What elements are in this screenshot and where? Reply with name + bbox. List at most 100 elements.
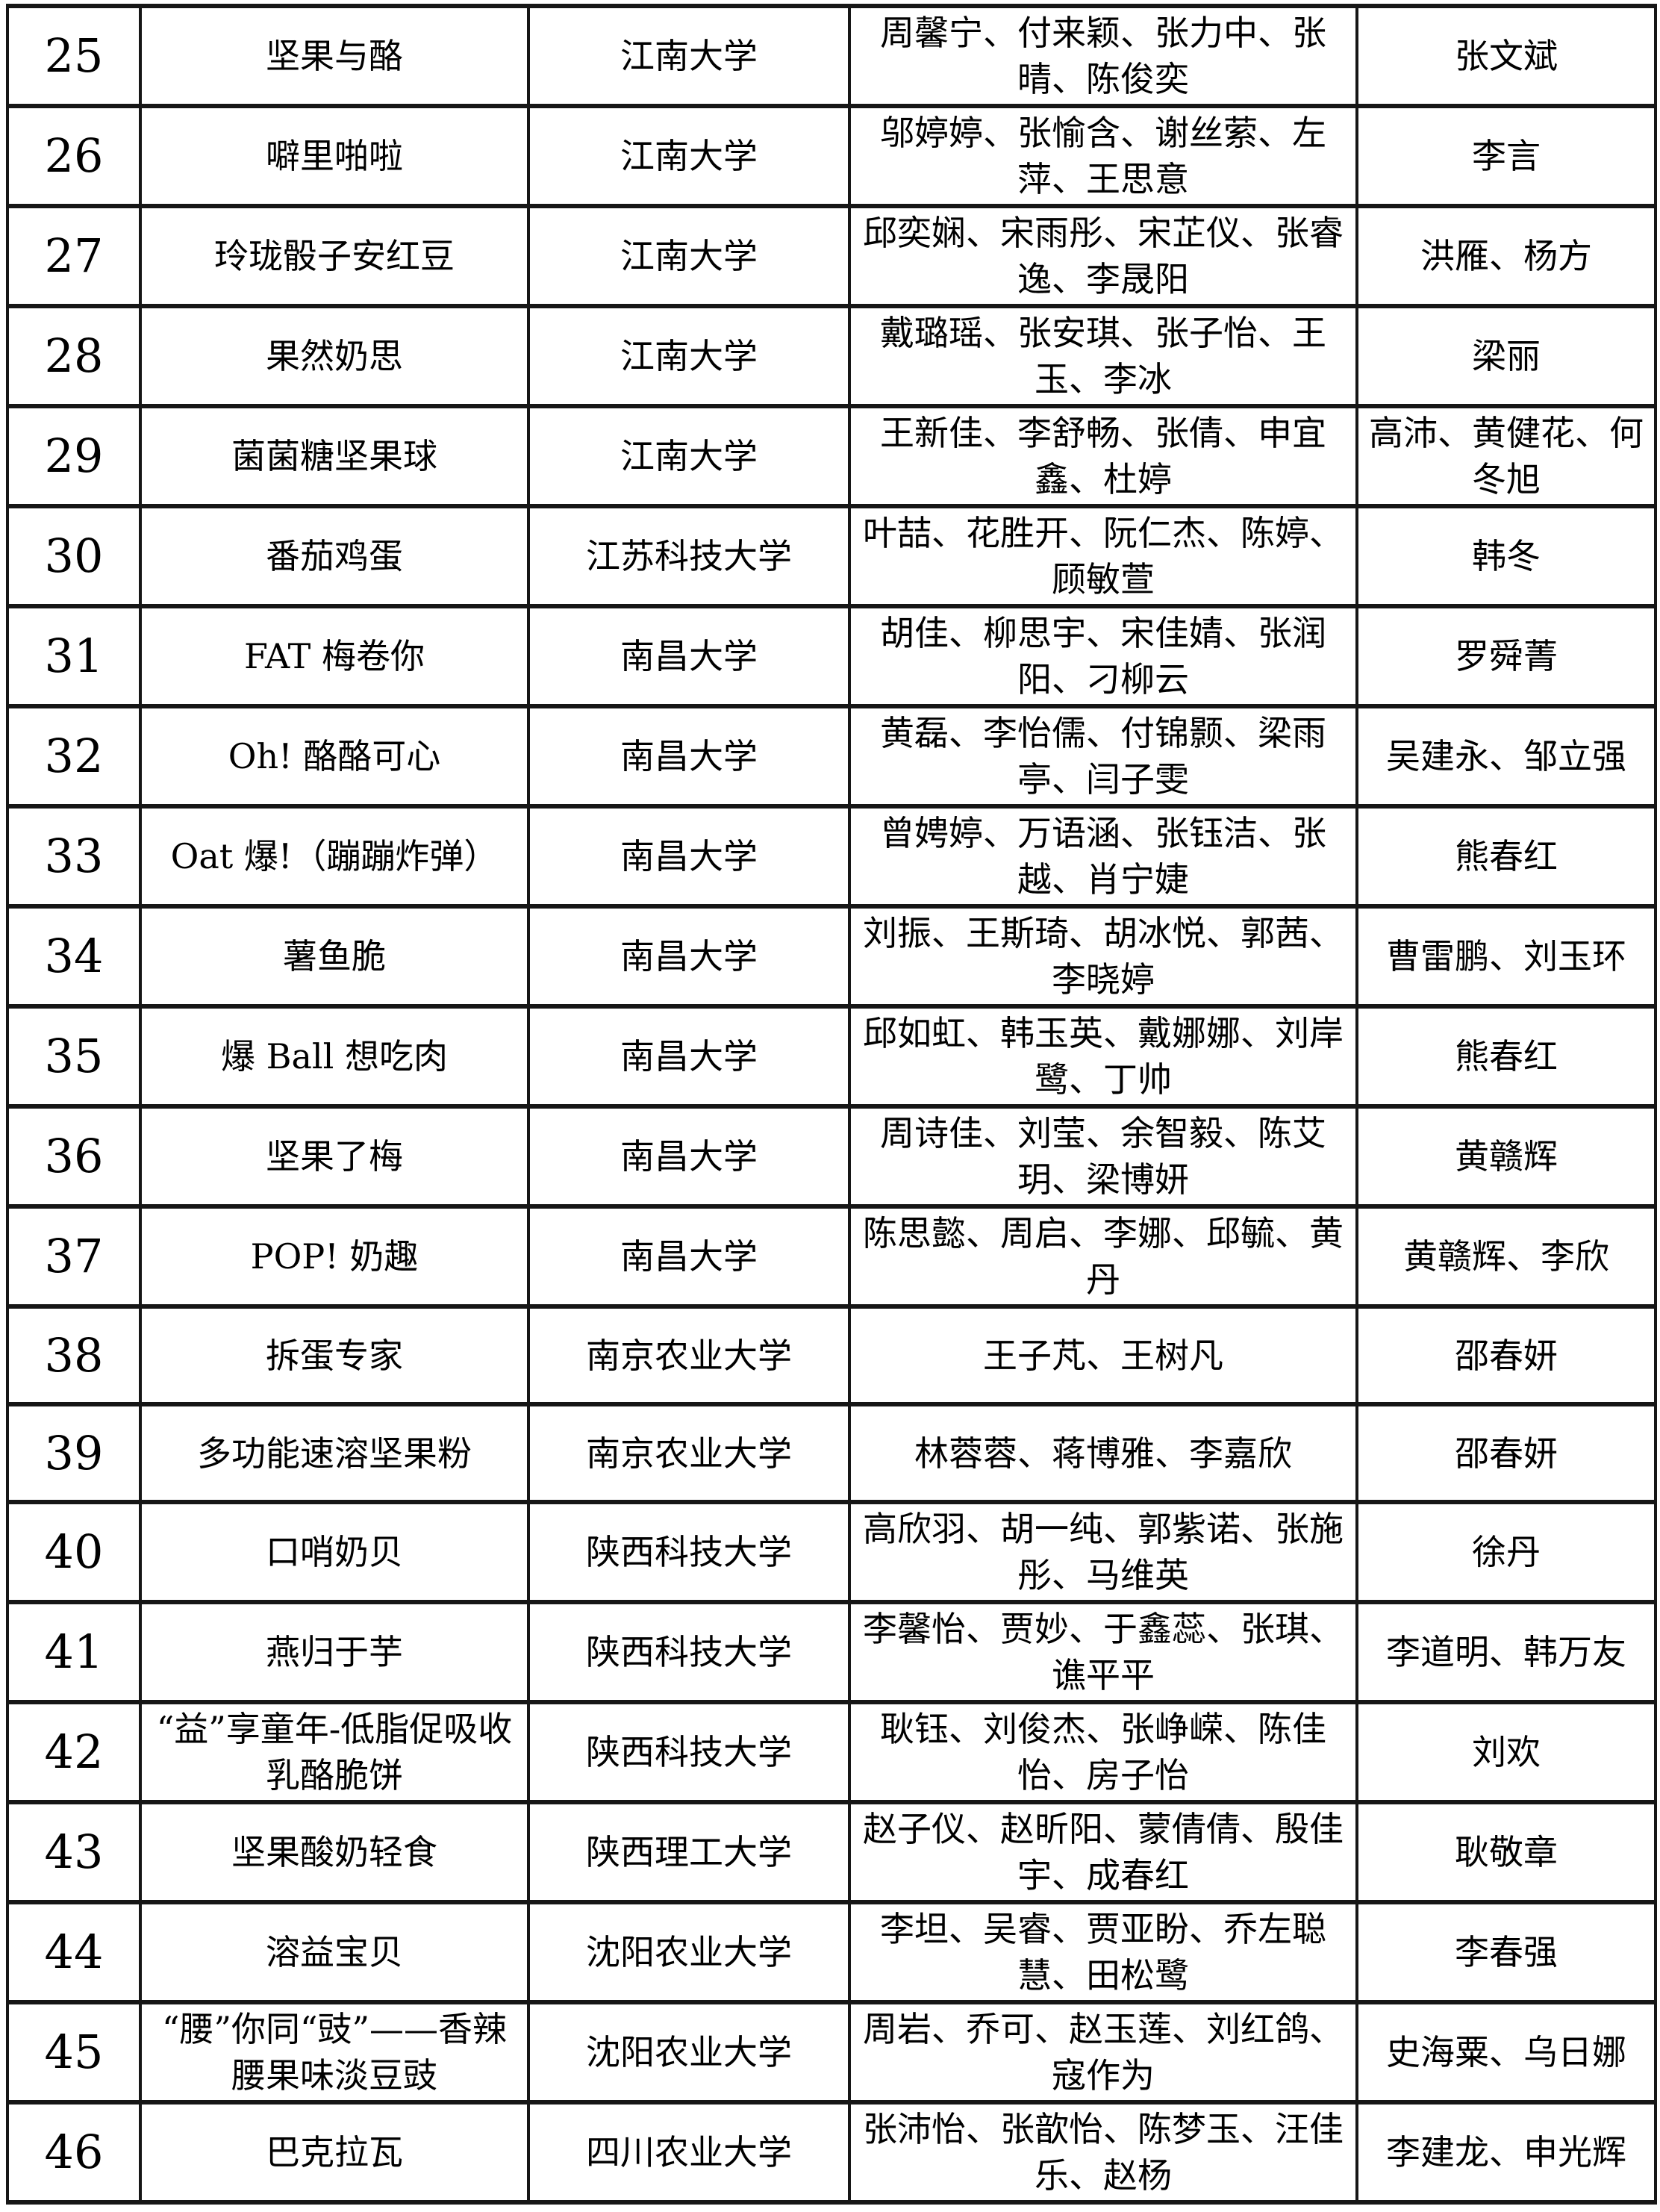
members-cell: 黄磊、李怡儒、付锦颢、梁雨亭、闫子雯 (848, 704, 1358, 809)
row-number-cell: 41 (6, 1600, 142, 1704)
table-row: 39 多功能速溶坚果粉 南京农业大学 林蓉蓉、蒋博雅、李嘉欣 邵春妍 (6, 1402, 1657, 1504)
members-cell: 张沛怡、张歆怡、陈梦玉、汪佳乐、赵杨 (848, 2100, 1358, 2205)
table-row: 29 菌菌糖坚果球 江南大学 王新佳、李舒畅、张倩、申宜鑫、杜婷 高沛、黄健花、何冬旭 (6, 404, 1657, 508)
project-name-cell: “腰”你同“豉”——香辣腰果味淡豆豉 (139, 2000, 530, 2104)
row-number-cell: 42 (6, 1700, 142, 1804)
row-number-cell: 27 (6, 204, 142, 308)
members-cell: 刘振、王斯琦、胡冰悦、郭茜、李晓婷 (848, 904, 1358, 1009)
row-number-cell: 39 (6, 1402, 142, 1504)
university-cell: 南昌大学 (527, 804, 851, 909)
table-row: 28 果然奶思 江南大学 戴璐瑶、张安琪、张子怡、王玉、李冰 梁丽 (6, 304, 1657, 408)
table-row: 33 Oat 爆!（蹦蹦炸弹） 南昌大学 曾娉婷、万语涵、张钰洁、张越、肖宁婕 熊春红 (6, 804, 1657, 909)
advisors-cell: 曹雷鹏、刘玉环 (1355, 904, 1657, 1009)
university-cell: 南昌大学 (527, 1104, 851, 1209)
row-number-cell: 25 (6, 4, 142, 108)
project-name-cell: FAT 梅卷你 (139, 604, 530, 708)
table-row: 35 爆 Ball 想吃肉 南昌大学 邱如虹、韩玉英、戴娜娜、刘岸鹭、丁帅 熊春红 (6, 1004, 1657, 1109)
table-row: 31 FAT 梅卷你 南昌大学 胡佳、柳思宇、宋佳婧、张润阳、刁柳云 罗舜菁 (6, 604, 1657, 708)
project-name-cell: 坚果与酪 (139, 4, 530, 108)
advisors-cell: 邵春妍 (1355, 1402, 1657, 1504)
university-cell: 江南大学 (527, 104, 851, 208)
members-cell: 曾娉婷、万语涵、张钰洁、张越、肖宁婕 (848, 804, 1358, 909)
table-row: 41 燕归于芋 陕西科技大学 李馨怡、贾妙、于鑫蕊、张琪、谯平平 李道明、韩万友 (6, 1600, 1657, 1704)
university-cell: 南京农业大学 (527, 1402, 851, 1504)
project-name-cell: 拆蛋专家 (139, 1304, 530, 1406)
row-number-cell: 31 (6, 604, 142, 708)
project-name-cell: 口哨奶贝 (139, 1500, 530, 1604)
members-cell: 王子芃、王树凡 (848, 1304, 1358, 1406)
members-cell: 高欣羽、胡一纯、郭紫诺、张施彤、马维英 (848, 1500, 1358, 1604)
university-cell: 南昌大学 (527, 1204, 851, 1309)
advisors-cell: 徐丹 (1355, 1500, 1657, 1604)
row-number-cell: 36 (6, 1104, 142, 1209)
project-name-cell: 菌菌糖坚果球 (139, 404, 530, 508)
advisors-cell: 洪雁、杨方 (1355, 204, 1657, 308)
table-row: 26 噼里啪啦 江南大学 邬婷婷、张愉含、谢丝萦、左萍、王思意 李言 (6, 104, 1657, 208)
members-cell: 陈思懿、周启、李娜、邱毓、黄丹 (848, 1204, 1358, 1309)
project-name-cell: 巴克拉瓦 (139, 2100, 530, 2205)
university-cell: 江南大学 (527, 304, 851, 408)
university-cell: 沈阳农业大学 (527, 1900, 851, 2004)
project-name-cell: 坚果了梅 (139, 1104, 530, 1209)
advisors-cell: 耿敬章 (1355, 1800, 1657, 1904)
advisors-cell: 熊春红 (1355, 1004, 1657, 1109)
row-number-cell: 33 (6, 804, 142, 909)
project-name-cell: POP! 奶趣 (139, 1204, 530, 1309)
project-name-cell: 燕归于芋 (139, 1600, 530, 1704)
advisors-cell: 张文斌 (1355, 4, 1657, 108)
members-cell: 邱奕娴、宋雨彤、宋芷仪、张睿逸、李晟阳 (848, 204, 1358, 308)
row-number-cell: 43 (6, 1800, 142, 1904)
table-row: 36 坚果了梅 南昌大学 周诗佳、刘莹、余智毅、陈艾玥、梁博妍 黄赣辉 (6, 1104, 1657, 1209)
project-name-cell: 坚果酸奶轻食 (139, 1800, 530, 1904)
members-cell: 李坦、吴睿、贾亚盼、乔左聪慧、田松鹭 (848, 1900, 1358, 2004)
project-name-cell: 溶益宝贝 (139, 1900, 530, 2004)
university-cell: 四川农业大学 (527, 2100, 851, 2205)
row-number-cell: 35 (6, 1004, 142, 1109)
table-row: 25 坚果与酪 江南大学 周馨宁、付来颖、张力中、张晴、陈俊奕 张文斌 (6, 4, 1657, 108)
university-cell: 陕西科技大学 (527, 1600, 851, 1704)
project-name-cell: 多功能速溶坚果粉 (139, 1402, 530, 1504)
members-cell: 胡佳、柳思宇、宋佳婧、张润阳、刁柳云 (848, 604, 1358, 708)
row-number-cell: 28 (6, 304, 142, 408)
project-name-cell: 番茄鸡蛋 (139, 504, 530, 608)
advisors-cell: 梁丽 (1355, 304, 1657, 408)
row-number-cell: 30 (6, 504, 142, 608)
university-cell: 江南大学 (527, 204, 851, 308)
members-cell: 邬婷婷、张愉含、谢丝萦、左萍、王思意 (848, 104, 1358, 208)
members-cell: 周馨宁、付来颖、张力中、张晴、陈俊奕 (848, 4, 1358, 108)
university-cell: 陕西科技大学 (527, 1700, 851, 1804)
advisors-cell: 韩冬 (1355, 504, 1657, 608)
table-row: 30 番茄鸡蛋 江苏科技大学 叶喆、花胜开、阮仁杰、陈婷、顾敏萱 韩冬 (6, 504, 1657, 608)
row-number-cell: 44 (6, 1900, 142, 2004)
advisors-cell: 史海粟、乌日娜 (1355, 2000, 1657, 2104)
row-number-cell: 40 (6, 1500, 142, 1604)
advisors-cell: 黄赣辉 (1355, 1104, 1657, 1209)
advisors-cell: 邵春妍 (1355, 1304, 1657, 1406)
project-name-cell: “益”享童年-低脂促吸收乳酪脆饼 (139, 1700, 530, 1804)
advisors-cell: 黄赣辉、李欣 (1355, 1204, 1657, 1309)
table-row: 42 “益”享童年-低脂促吸收乳酪脆饼 陕西科技大学 耿钰、刘俊杰、张峥嵘、陈佳怡、房… (6, 1700, 1657, 1804)
project-name-cell: Oh! 酪酪可心 (139, 704, 530, 809)
university-cell: 南京农业大学 (527, 1304, 851, 1406)
results-table: 25 坚果与酪 江南大学 周馨宁、付来颖、张力中、张晴、陈俊奕 张文斌 26 噼里啪啦 江南大… (6, 4, 1657, 2205)
project-name-cell: Oat 爆!（蹦蹦炸弹） (139, 804, 530, 909)
advisors-cell: 吴建永、邹立强 (1355, 704, 1657, 809)
advisors-cell: 李建龙、申光辉 (1355, 2100, 1657, 2205)
table-row: 32 Oh! 酪酪可心 南昌大学 黄磊、李怡儒、付锦颢、梁雨亭、闫子雯 吴建永、邹立强 (6, 704, 1657, 809)
members-cell: 周岩、乔可、赵玉莲、刘红鸽、寇作为 (848, 2000, 1358, 2104)
university-cell: 江苏科技大学 (527, 504, 851, 608)
members-cell: 周诗佳、刘莹、余智毅、陈艾玥、梁博妍 (848, 1104, 1358, 1209)
members-cell: 李馨怡、贾妙、于鑫蕊、张琪、谯平平 (848, 1600, 1358, 1704)
university-cell: 南昌大学 (527, 904, 851, 1009)
table-row: 38 拆蛋专家 南京农业大学 王子芃、王树凡 邵春妍 (6, 1304, 1657, 1406)
table-row: 44 溶益宝贝 沈阳农业大学 李坦、吴睿、贾亚盼、乔左聪慧、田松鹭 李春强 (6, 1900, 1657, 2004)
table-row: 45 “腰”你同“豉”——香辣腰果味淡豆豉 沈阳农业大学 周岩、乔可、赵玉莲、刘红鸽、… (6, 2000, 1657, 2104)
row-number-cell: 26 (6, 104, 142, 208)
row-number-cell: 45 (6, 2000, 142, 2104)
members-cell: 邱如虹、韩玉英、戴娜娜、刘岸鹭、丁帅 (848, 1004, 1358, 1109)
table-row: 40 口哨奶贝 陕西科技大学 高欣羽、胡一纯、郭紫诺、张施彤、马维英 徐丹 (6, 1500, 1657, 1604)
results-table-body: 25 坚果与酪 江南大学 周馨宁、付来颖、张力中、张晴、陈俊奕 张文斌 26 噼里啪啦 江南大… (6, 4, 1657, 2205)
advisors-cell: 高沛、黄健花、何冬旭 (1355, 404, 1657, 508)
advisors-cell: 李言 (1355, 104, 1657, 208)
project-name-cell: 爆 Ball 想吃肉 (139, 1004, 530, 1109)
